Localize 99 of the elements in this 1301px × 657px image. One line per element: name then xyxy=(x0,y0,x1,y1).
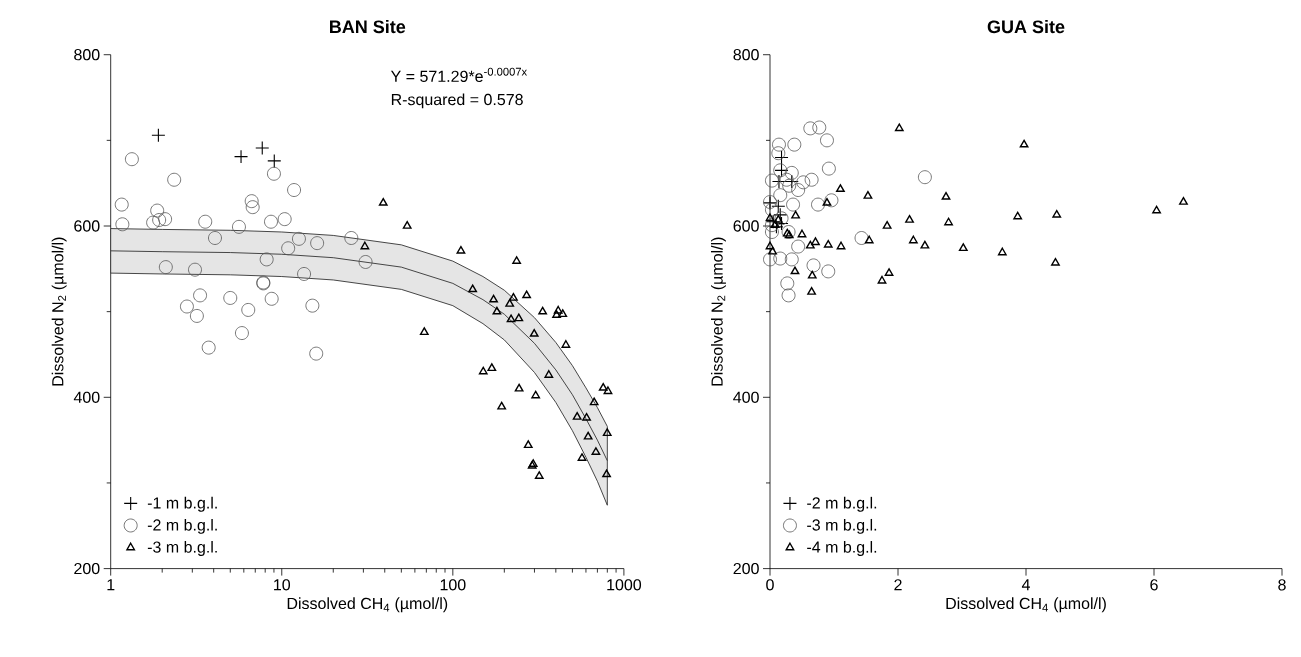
point xyxy=(774,216,789,231)
x-axis-title: Dissolved CH$_{4}$ (µmol/l) xyxy=(287,597,448,613)
point xyxy=(784,166,799,180)
point xyxy=(768,246,777,255)
point xyxy=(773,251,788,266)
annotation: R-squared = 0.578 xyxy=(391,93,523,109)
x-axis-title: Dissolved CH$_{4}$ (µmol/l) xyxy=(946,597,1106,613)
point xyxy=(771,174,787,189)
point xyxy=(854,231,869,245)
point xyxy=(765,202,779,217)
x-tick-label: 10 xyxy=(274,579,291,591)
x-tick-label: 1 xyxy=(107,579,115,591)
point xyxy=(884,268,894,276)
y-tick-label: 800 xyxy=(74,49,100,61)
point xyxy=(774,150,789,165)
y-tick-label: 200 xyxy=(733,562,759,575)
x-tick-label: 100 xyxy=(440,579,466,591)
point xyxy=(908,235,918,244)
y-tick-label: 800 xyxy=(733,49,759,61)
point xyxy=(784,252,799,267)
y-tick-label: 600 xyxy=(733,220,759,232)
point xyxy=(1019,139,1029,148)
chart-title: GUA Site xyxy=(987,19,1065,34)
x-tick-label: 8 xyxy=(1278,579,1286,591)
legend-label: -3 m b.g.l. xyxy=(147,541,217,556)
y-tick-label: 600 xyxy=(74,220,100,232)
point xyxy=(780,276,795,291)
legend-label: -1 m b.g.l. xyxy=(147,496,217,512)
point xyxy=(905,215,914,223)
point xyxy=(811,237,820,246)
point xyxy=(805,240,815,249)
point xyxy=(771,146,786,161)
point xyxy=(820,133,834,148)
legend-label: -2 m b.g.l. xyxy=(147,518,217,534)
point xyxy=(803,121,818,136)
x-tick-label: 0 xyxy=(766,579,774,591)
y-axis-title: Dissolved N$_{2}$ (µmol/l) xyxy=(51,237,67,386)
point xyxy=(821,161,836,176)
point xyxy=(944,217,953,226)
x-tick-label: 6 xyxy=(1150,579,1158,591)
point xyxy=(765,173,779,188)
point xyxy=(1051,257,1060,266)
point xyxy=(804,172,819,187)
point xyxy=(941,191,951,200)
point xyxy=(797,229,807,238)
annotation: Y = 571.29*e$^{-0.0007x}$ xyxy=(390,67,528,82)
point xyxy=(917,170,932,185)
legend-label: -2 m b.g.l. xyxy=(807,496,877,512)
point xyxy=(787,137,802,152)
point xyxy=(765,225,779,239)
point xyxy=(807,286,817,295)
point xyxy=(774,211,789,226)
point xyxy=(835,184,845,193)
y-tick-label: 400 xyxy=(73,391,100,403)
point xyxy=(765,213,775,222)
point xyxy=(791,183,806,197)
y-tick-label: 200 xyxy=(74,562,100,575)
point xyxy=(824,193,839,208)
point xyxy=(882,221,892,229)
point xyxy=(781,288,796,303)
point xyxy=(806,258,821,273)
point xyxy=(784,174,799,189)
point xyxy=(920,240,930,249)
point xyxy=(821,264,836,279)
point xyxy=(836,241,846,250)
x-tick-label: 2 xyxy=(894,579,902,591)
x-tick-label: 4 xyxy=(1021,579,1030,591)
point xyxy=(765,218,779,233)
legend-label: -4 m b.g.l. xyxy=(807,541,877,556)
point xyxy=(997,247,1007,256)
point xyxy=(811,197,825,212)
point xyxy=(864,235,874,244)
point xyxy=(782,178,797,193)
legend-label: -3 m b.g.l. xyxy=(807,518,877,534)
point xyxy=(807,270,817,279)
point xyxy=(786,197,800,212)
point xyxy=(1152,205,1161,214)
point xyxy=(863,191,873,199)
x-tick-label: 1000 xyxy=(607,579,642,591)
point xyxy=(773,188,788,203)
point xyxy=(791,239,806,254)
point xyxy=(791,210,801,219)
point xyxy=(823,239,833,248)
point xyxy=(1179,197,1188,205)
point xyxy=(779,172,794,187)
y-axis-title: Dissolved N$_{2}$ (µmol/l) xyxy=(711,237,726,386)
point xyxy=(796,175,811,190)
point xyxy=(894,123,904,132)
point xyxy=(763,252,777,267)
chart-title: BAN Site xyxy=(330,19,406,34)
point xyxy=(877,275,887,284)
point xyxy=(812,120,827,135)
point xyxy=(1013,211,1023,220)
point xyxy=(772,137,786,152)
point xyxy=(1052,209,1062,218)
point xyxy=(790,266,800,275)
point xyxy=(958,243,968,252)
y-tick-label: 400 xyxy=(733,391,759,403)
point xyxy=(765,241,775,250)
